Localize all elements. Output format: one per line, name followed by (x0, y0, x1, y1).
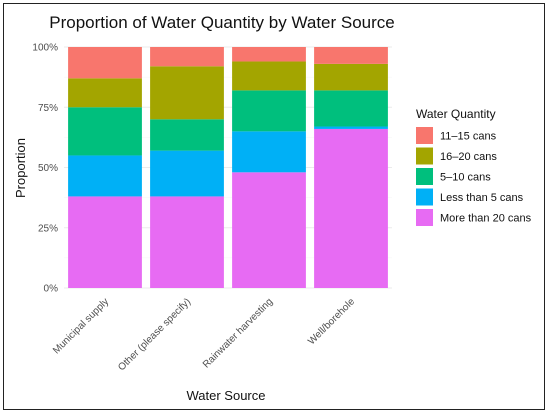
legend-label-1: 16–20 cans (440, 151, 497, 163)
bar-segment-3-1 (314, 126, 388, 129)
bar-segment-2-2 (232, 90, 306, 132)
y-tick-label-3: 75% (38, 103, 58, 114)
bar-segment-0-4 (68, 47, 142, 79)
legend-swatch-4 (416, 209, 433, 226)
x-axis-title: Water Source (187, 388, 266, 403)
bar-segment-3-0 (314, 128, 388, 288)
legend-label-0: 11–15 cans (440, 131, 497, 143)
bar-segment-1-3 (150, 66, 224, 120)
bar-segment-2-3 (232, 61, 306, 91)
bar-segment-1-2 (150, 119, 224, 151)
bars-group (68, 47, 388, 288)
x-tick-labels: Municipal supply Other (please specify) Ra… (51, 296, 357, 373)
x-tick-label-1: Other (please specify) (116, 296, 193, 373)
bar-segment-2-1 (232, 131, 306, 173)
y-tick-label-4: 100% (32, 43, 58, 54)
bar-segment-0-1 (68, 155, 142, 197)
legend-label-3: Less than 5 cans (440, 192, 524, 204)
bar-segment-1-1 (150, 150, 224, 197)
bar-segment-2-4 (232, 47, 306, 62)
legend-swatch-3 (416, 188, 433, 206)
x-tick-label-0: Municipal supply (51, 296, 111, 356)
legend-swatch-2 (416, 168, 433, 185)
bar-segment-3-4 (314, 47, 388, 64)
legend-label-2: 5–10 cans (440, 172, 491, 184)
bar-segment-3-3 (314, 63, 388, 91)
legend-swatch-1 (416, 147, 433, 165)
legend: Water Quantity 11–15 cans 16–20 cans 5–10 … (416, 107, 532, 226)
bar-segment-0-0 (68, 196, 142, 288)
bar-segment-2-0 (232, 172, 306, 288)
bar-segment-3-2 (314, 90, 388, 127)
bar-segment-1-0 (150, 196, 224, 288)
y-tick-labels: 0% 25% 50% 75% 100% (32, 43, 58, 295)
y-axis-title: Proportion (13, 138, 28, 198)
chart-title: Proportion of Water Quantity by Water So… (49, 13, 395, 32)
legend-label-4: More than 20 cans (440, 213, 532, 225)
bar-segment-0-2 (68, 107, 142, 156)
bar-segment-0-3 (68, 78, 142, 108)
y-tick-label-0: 0% (44, 284, 59, 295)
legend-title: Water Quantity (416, 107, 496, 121)
x-tick-label-3: Well/borehole (306, 296, 357, 347)
bar-segment-1-4 (150, 47, 224, 67)
y-tick-label-2: 50% (38, 163, 58, 174)
y-tick-label-1: 25% (38, 223, 58, 234)
x-tick-label-2: Rainwater harvesting (201, 296, 275, 370)
legend-swatch-0 (416, 127, 433, 144)
